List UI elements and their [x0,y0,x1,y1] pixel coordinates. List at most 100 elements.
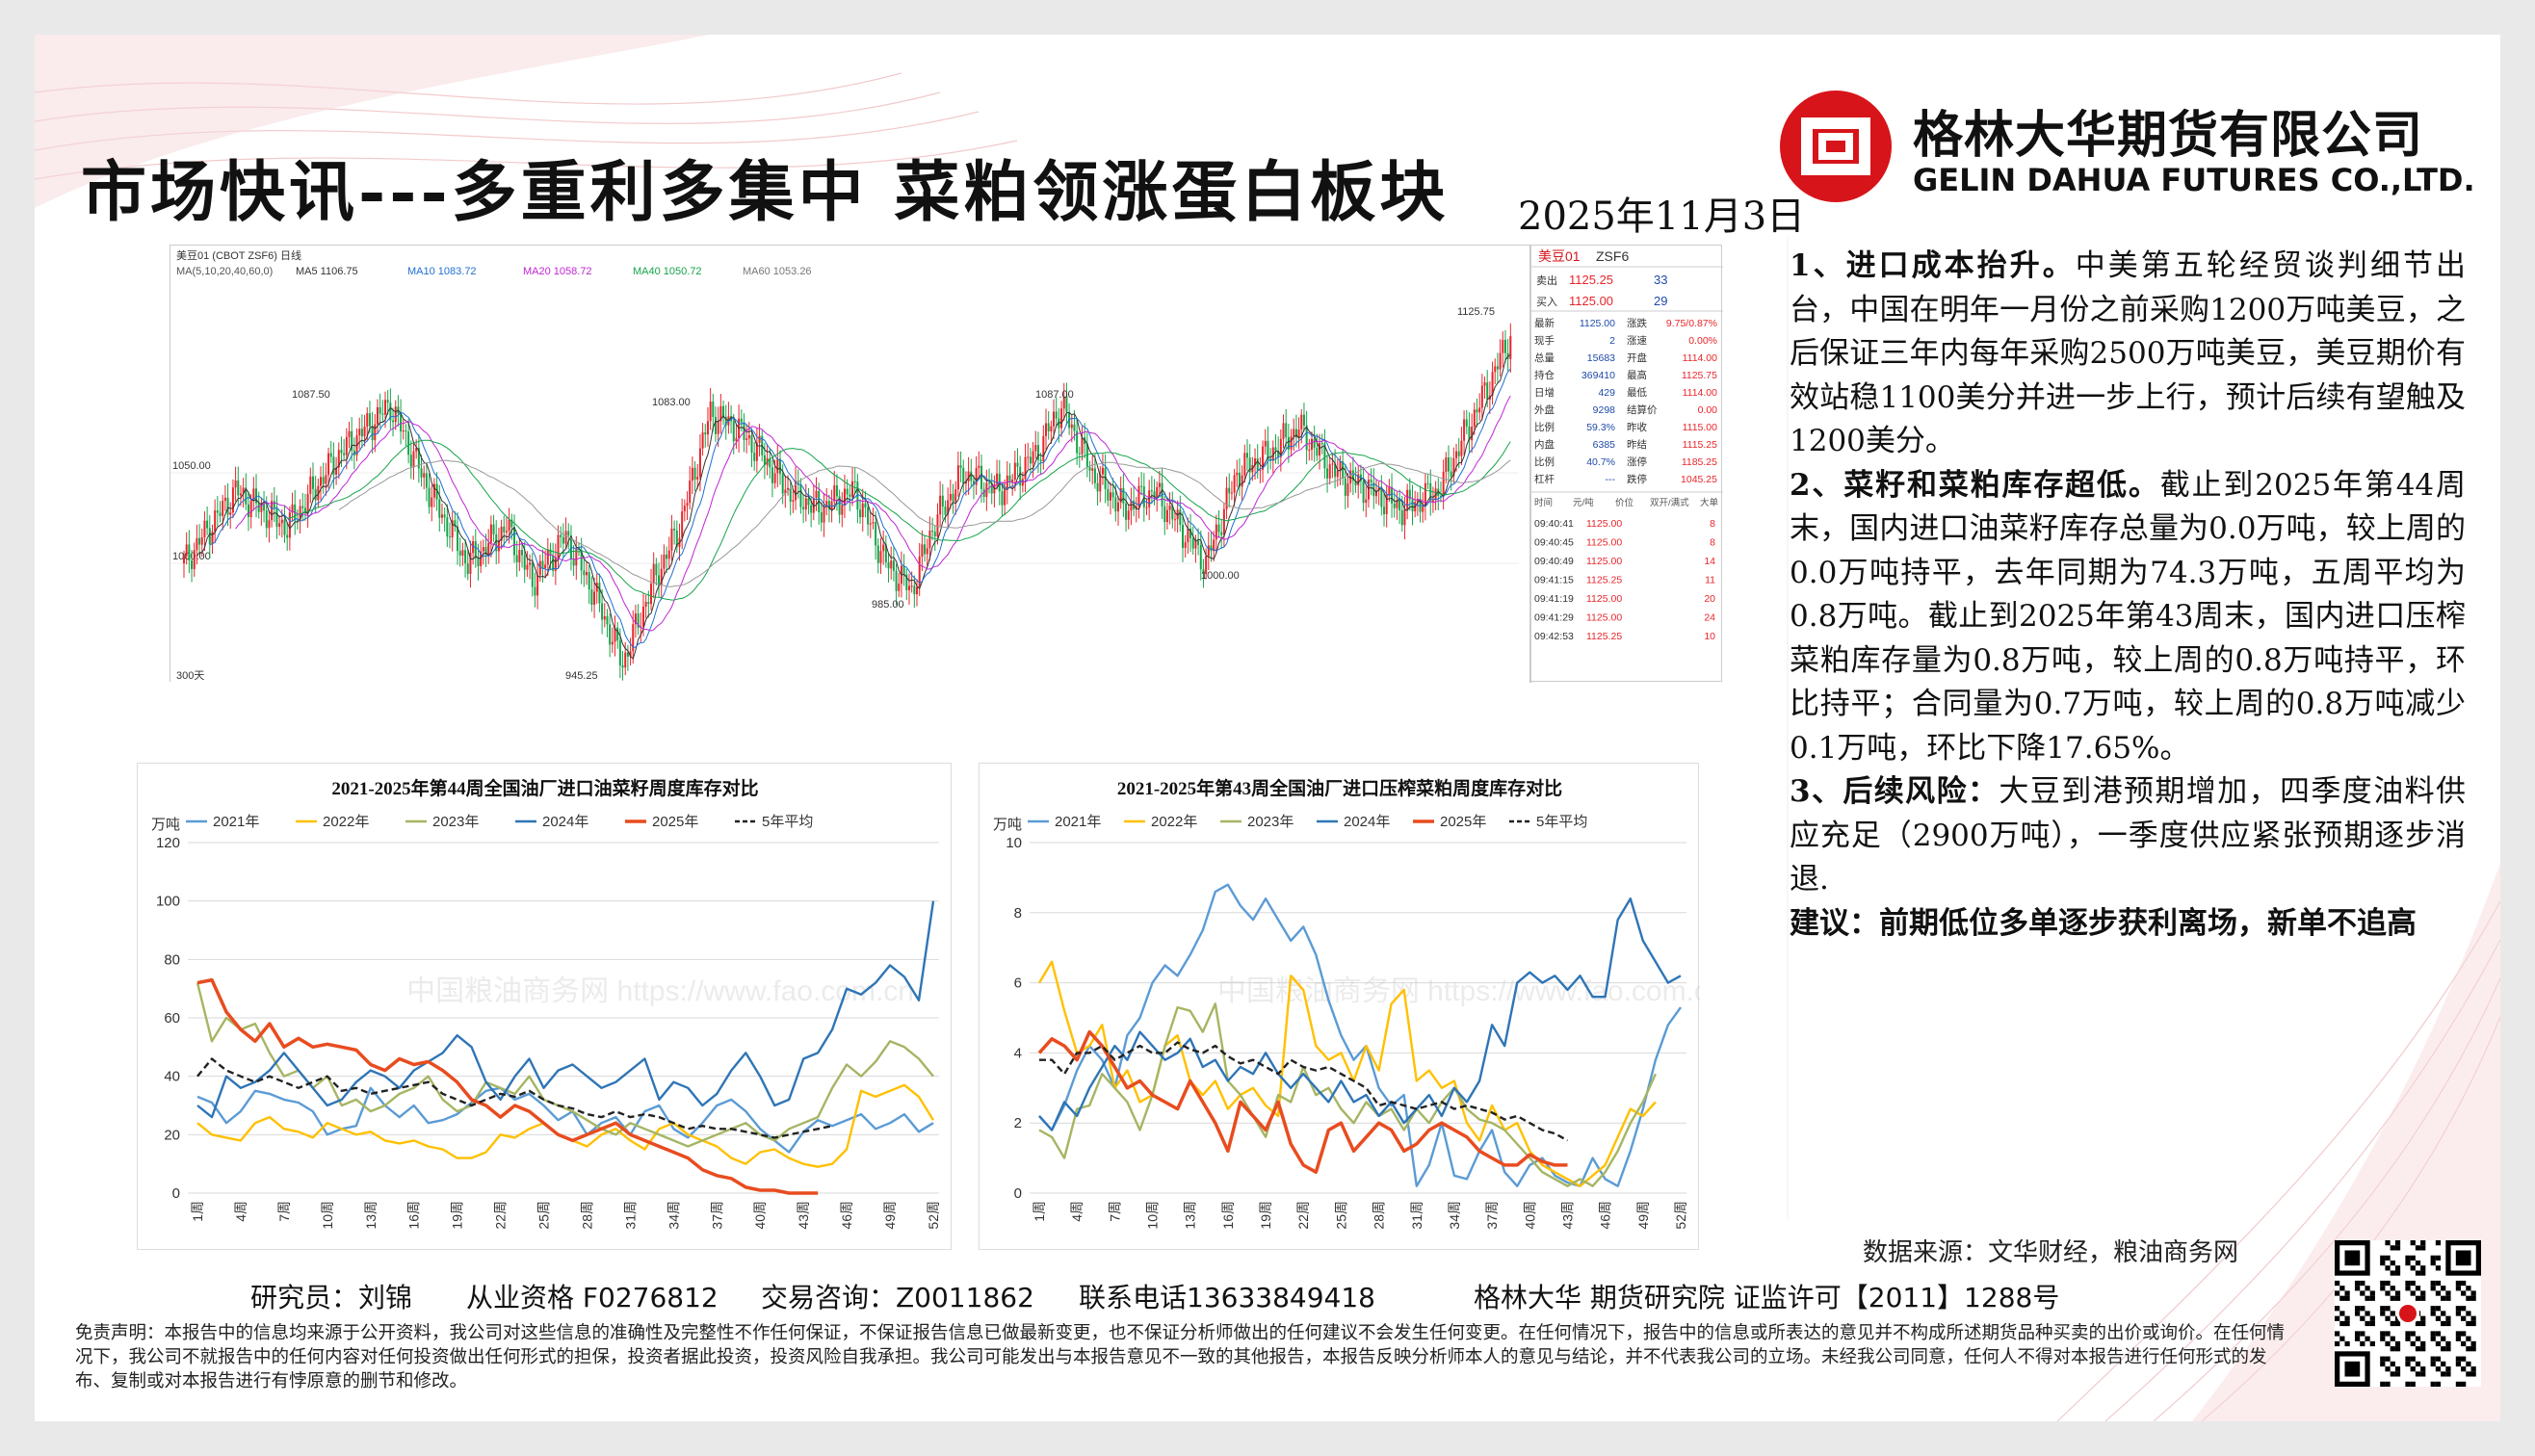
quote-panel: 美豆01 ZSF6 卖出 1125.25 33 买入 1125.00 29 最新… [1530,248,1723,642]
quote-row: 内盘 6385 昨结 1115.25 [1534,438,1717,451]
legend-item-1: 2022年 [1124,814,1197,830]
x-tick-label: 25周 [1333,1201,1348,1230]
svg-text:10: 10 [1704,631,1715,642]
svg-text:1045.25: 1045.25 [1681,474,1717,485]
svg-text:59.3%: 59.3% [1586,422,1615,433]
y-tick-label: 8 [1014,905,1022,922]
analysis-heading-4: 建议：前期低位多单逐步获利离场，新单不追高 [1790,905,2417,941]
svg-text:外盘: 外盘 [1534,403,1555,416]
svg-text:价位: 价位 [1615,497,1634,508]
series-line-4 [196,977,819,1195]
y-tick-label: 100 [156,894,180,910]
legend-label: 2025年 [1440,814,1486,830]
legend-label: 2023年 [432,814,479,830]
y-tick-label: 20 [164,1127,180,1143]
rapemeal-inventory-chart: 2021-2025年第43周全国油厂进口压榨菜粕周度库存对比 2021年 2022年… [993,777,1725,1230]
svg-text:日增: 日增 [1534,386,1555,399]
svg-text:大单: 大单 [1700,497,1719,508]
svg-text:1125.00: 1125.00 [1586,612,1622,624]
x-tick-label: 31周 [622,1201,638,1230]
series-line-5 [196,1057,833,1139]
x-tick-label: 19周 [450,1201,465,1230]
legend-item-5: 5年平均 [735,814,813,830]
legend-label: 5年平均 [1536,814,1587,830]
analysis-suggestion: 建议：前期低位多单逐步获利离场，新单不追高 [1790,902,2466,947]
svg-text:总量: 总量 [1534,351,1555,364]
svg-text:最新: 最新 [1534,317,1555,329]
kline-chart: 美豆01 (CBOT ZSF6) 日线 MA(5,10,20,40,60,0) … [170,246,1723,683]
legend-item-0: 2021年 [1028,814,1101,830]
contact-phone: 联系电话13633849418 [1079,1282,1375,1313]
svg-text:跌停: 跌停 [1627,473,1647,485]
institute-license: 格林大华 期货研究院 证监许可【2011】1288号 [1474,1282,2060,1313]
quote-row: 现手 2 涨速 0.00% [1534,334,1717,347]
x-tick-label: 43周 [796,1201,811,1230]
quote-row: 比例 59.3% 昨收 1115.00 [1534,421,1717,433]
svg-text:9.75/0.87%: 9.75/0.87% [1666,318,1717,329]
quote-row: 外盘 9298 结算价 0.00 [1534,403,1717,416]
legend-item-1: 2022年 [296,814,369,830]
svg-text:15683: 15683 [1587,352,1615,364]
series-line-3 [196,900,935,1119]
company-name-en: GELIN DAHUA FUTURES CO.,LTD. [1913,162,2475,198]
tick-row: 09:41:15 1125.25 11 [1534,575,1715,586]
kline-peak-label-1: 1087.50 [292,389,330,401]
legend-label: 2025年 [652,814,698,830]
svg-text:涨跌: 涨跌 [1627,317,1648,329]
x-tick-label: 1周 [190,1201,205,1222]
svg-text:---: --- [1606,474,1616,485]
quote-buy-vol: 29 [1654,294,1667,308]
legend-label: 2021年 [1055,814,1101,830]
svg-text:1115.00: 1115.00 [1683,422,1718,433]
svg-text:1185.25: 1185.25 [1682,456,1717,468]
svg-text:持仓: 持仓 [1534,369,1555,381]
quote-rows: 最新 1125.00 涨跌 9.75/0.87% 现手 2 涨速 0.00% 总量 15683 开盘… [1534,317,1717,485]
kline-ma-lines [196,354,1511,660]
analysis-body-2: 截止到2025年第44周末，国内进口油菜籽库存总量为0.0万吨，较上周的0.0万… [1790,467,2466,766]
tick-rows: 09:40:41 1125.00 8 09:40:45 1125.00 8 09:40:49… [1534,518,1715,642]
tick-row: 09:40:49 1125.00 14 [1534,556,1715,567]
x-tick-label: 28周 [579,1201,594,1230]
y-tick-label: 80 [164,951,180,968]
svg-text:09:41:29: 09:41:29 [1534,612,1574,624]
kline-ma60: MA60 1053.26 [743,266,812,277]
svg-text:涨速: 涨速 [1627,335,1648,347]
rapeseed-inventory-chart-panel: 2021-2025年第44周全国油厂进口油菜籽周度库存对比 2021年 2022年 2… [137,763,952,1250]
rapemeal-inventory-chart-panel: 2021-2025年第43周全国油厂进口压榨菜粕周度库存对比 2021年 2022年… [979,763,1725,1250]
legend-label: 2022年 [323,814,369,830]
svg-text:24: 24 [1704,612,1715,624]
svg-text:最低: 最低 [1627,386,1648,399]
author-info-line: 研究员：刘锦 从业资格 F0276812 交易咨询：Z0011862 联系电话1… [250,1277,2059,1315]
svg-text:元/吨: 元/吨 [1573,497,1594,508]
x-tick-label: 52周 [1673,1201,1688,1230]
svg-text:0.00: 0.00 [1698,404,1718,416]
x-tick-label: 31周 [1409,1201,1424,1230]
svg-text:1114.00: 1114.00 [1683,352,1718,364]
license-number: 从业资格 F0276812 [466,1282,719,1313]
analysis-point-3: 3、后续风险：大豆到港预期增加，四季度油料供应充足（2900万吨），一季度供应紧… [1790,770,2466,902]
x-tick-label: 13周 [1183,1201,1198,1230]
qr-code-icon [2335,1240,2481,1387]
svg-text:09:42:53: 09:42:53 [1534,631,1574,642]
quote-row: 比例 40.7% 涨停 1185.25 [1534,455,1717,468]
legend-label: 2021年 [213,814,259,830]
legend-item-2: 2023年 [1220,814,1294,830]
quote-row: 总量 15683 开盘 1114.00 [1534,351,1717,364]
svg-text:8: 8 [1710,518,1715,530]
x-tick-label: 7周 [276,1201,292,1222]
legend-label: 2024年 [1344,814,1390,830]
y-tick-label: 60 [164,1010,180,1027]
y-tick-label: 120 [156,835,180,851]
svg-text:比例: 比例 [1534,455,1555,468]
analysis-body-3: 大豆到港预期增加，四季度油料供应充足（2900万吨），一季度供应紧张预期逐步消退… [1790,774,2467,897]
x-tick-label: 34周 [666,1201,681,1230]
kline-ma20: MA20 1058.72 [523,266,592,277]
legend-label: 2023年 [1247,814,1294,830]
svg-text:11: 11 [1705,575,1715,586]
analysis-body-1: 中美第五轮经贸谈判细节出台，中国在明年一月份之前采购1200万吨美豆，之后保证三… [1790,248,2466,458]
svg-text:8: 8 [1710,537,1715,549]
y-tick-label: 40 [164,1069,180,1085]
svg-text:时间: 时间 [1534,497,1553,508]
svg-text:14: 14 [1704,556,1715,567]
x-tick-label: 52周 [926,1201,941,1230]
